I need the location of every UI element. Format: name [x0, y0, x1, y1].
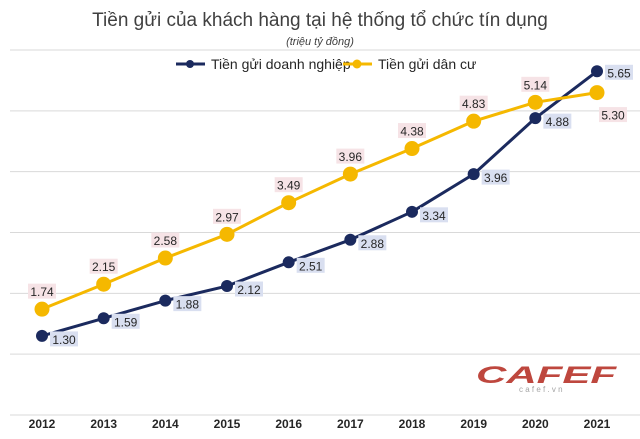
data-label-text: 4.88: [546, 115, 570, 129]
data-label-series-2: 3.96: [336, 148, 365, 164]
data-label-text: 4.38: [400, 125, 424, 139]
data-label-series-1: 2.51: [296, 257, 325, 273]
data-point-series-2: [96, 276, 112, 292]
legend-label-series-2: Tiền gửi dân cư: [378, 56, 476, 72]
data-point-series-1: [36, 329, 48, 342]
data-point-series-2: [34, 301, 50, 317]
data-label-text: 2.58: [154, 234, 178, 248]
data-point-series-1: [529, 112, 542, 125]
data-point-series-1: [591, 65, 603, 78]
data-label-text: 1.74: [30, 285, 54, 299]
data-point-series-2: [342, 166, 358, 182]
data-point-series-1: [406, 205, 418, 218]
data-point-series-2: [281, 195, 297, 211]
data-point-series-1: [97, 312, 110, 325]
data-point-series-2: [527, 94, 543, 110]
x-tick-label: 2018: [399, 417, 426, 431]
gridlines: [10, 49, 640, 416]
data-point-series-1: [221, 280, 233, 293]
data-label-text: 5.30: [601, 109, 625, 123]
data-label-series-2: 1.74: [28, 283, 56, 299]
chart-subtitle: (triệu tỷ đồng): [286, 36, 354, 48]
data-point-series-1: [282, 256, 295, 269]
data-point-series-2: [589, 85, 605, 101]
data-label-series-1: 2.88: [358, 235, 387, 251]
data-label-text: 3.96: [339, 150, 363, 164]
data-label-series-1: 3.34: [420, 207, 448, 223]
x-tick-label: 2012: [29, 417, 56, 431]
data-label-series-2: 4.38: [398, 123, 426, 139]
data-label-text: 5.14: [524, 78, 548, 92]
data-label-text: 2.97: [215, 210, 239, 224]
data-point-series-2: [404, 141, 420, 157]
data-label-series-2: 2.15: [89, 258, 118, 274]
x-tick-label: 2016: [275, 417, 302, 431]
data-label-series-2: 4.83: [459, 95, 488, 111]
legend-item-series-1: Tiền gửi doanh nghiệp: [176, 56, 351, 72]
data-labels: 1.30 1.59 1.88 2.12 2.51 2.88 3.34 3.96 4.88 5.65…: [28, 64, 633, 347]
series-line-2: [41, 91, 598, 311]
x-tick-label: 2019: [460, 417, 487, 431]
data-point-series-2: [219, 226, 235, 242]
data-label-text: 1.30: [52, 333, 76, 347]
data-label-text: 3.96: [484, 171, 508, 185]
data-point-series-2: [466, 113, 482, 129]
data-label-series-1: 4.88: [543, 113, 572, 129]
x-axis: 2012 2013 2014 2015 2016 2017 2018 2019 2020 2021: [29, 417, 611, 431]
data-label-series-1: 1.59: [111, 313, 140, 329]
data-label-text: 2.88: [361, 237, 385, 251]
legend: Tiền gửi doanh nghiệp Tiền gửi dân cư: [176, 56, 476, 72]
series-layer: [34, 65, 605, 342]
data-label-series-2: 5.14: [521, 76, 550, 92]
data-label-text: 1.88: [176, 298, 200, 312]
data-label-series-1: 1.30: [50, 331, 78, 347]
chart-title: Tiền gửi của khách hàng tại hệ thống tổ …: [92, 10, 548, 31]
data-point-series-1: [159, 294, 172, 307]
data-label-series-2: 5.30: [599, 107, 627, 123]
x-tick-label: 2015: [214, 417, 241, 431]
data-label-text: 3.49: [277, 179, 301, 193]
data-label-text: 5.65: [607, 66, 631, 80]
data-label-series-2: 2.58: [151, 232, 180, 248]
svg-text:c a f e f . v n: c a f e f . v n: [519, 385, 563, 394]
x-tick-label: 2021: [584, 417, 611, 431]
cafef-watermark: CAFEF c a f e f . v n: [476, 362, 618, 394]
data-label-series-1: 2.12: [235, 281, 263, 297]
svg-text:CAFEF: CAFEF: [476, 362, 618, 389]
data-point-series-2: [157, 250, 173, 266]
data-label-text: 2.51: [299, 259, 323, 273]
data-label-series-2: 2.97: [213, 208, 241, 224]
data-label-text: 2.12: [237, 283, 261, 297]
data-label-series-1: 1.88: [173, 296, 202, 312]
x-tick-label: 2014: [152, 417, 179, 431]
data-label-series-1: 5.65: [605, 64, 633, 80]
data-label-series-1: 3.96: [481, 169, 510, 185]
legend-label-series-1: Tiền gửi doanh nghiệp: [211, 56, 351, 72]
legend-item-series-2: Tiền gửi dân cư: [343, 56, 476, 72]
data-label-text: 2.15: [92, 260, 116, 274]
data-label-text: 4.83: [462, 97, 486, 111]
x-tick-label: 2017: [337, 417, 364, 431]
data-label-series-2: 3.49: [274, 177, 303, 193]
data-label-text: 1.59: [114, 315, 138, 329]
x-tick-label: 2013: [90, 417, 117, 431]
data-point-series-1: [344, 233, 357, 246]
x-tick-label: 2020: [522, 417, 549, 431]
data-point-series-1: [467, 168, 480, 181]
series-line-1: [41, 70, 598, 338]
data-label-text: 3.34: [422, 209, 446, 223]
